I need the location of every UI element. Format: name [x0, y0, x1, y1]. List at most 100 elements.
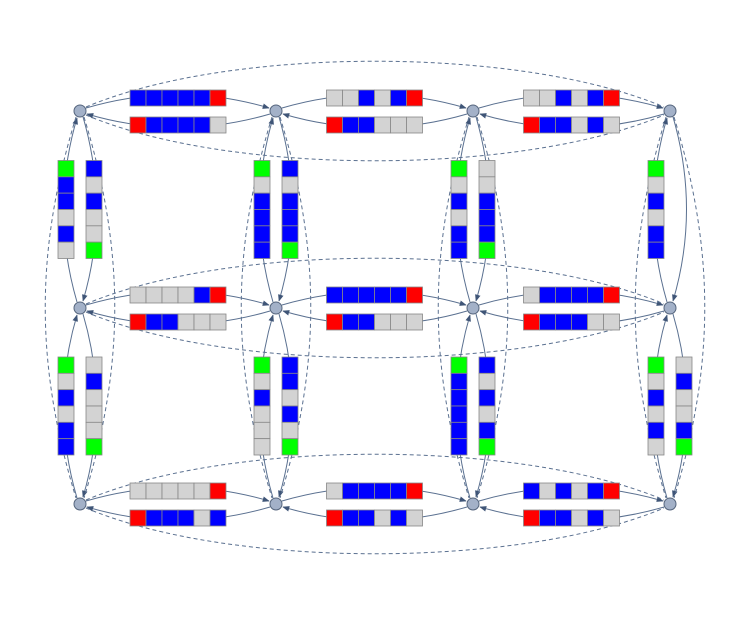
cell	[358, 482, 375, 500]
cell	[193, 89, 211, 107]
cell	[85, 421, 103, 440]
cell	[358, 116, 375, 134]
cell	[161, 116, 179, 134]
cell	[478, 225, 496, 243]
node	[269, 104, 283, 118]
cell	[129, 89, 147, 107]
cell	[253, 241, 271, 259]
cell	[177, 116, 195, 134]
cell	[57, 421, 75, 440]
wrap-edge	[85, 60, 665, 108]
cell	[647, 405, 665, 423]
cell	[57, 192, 75, 210]
cell	[406, 482, 423, 500]
cell	[571, 116, 588, 134]
cell	[358, 286, 375, 304]
cell	[539, 509, 556, 527]
node	[73, 104, 87, 118]
cell	[539, 313, 556, 331]
cell	[161, 286, 179, 304]
cell	[539, 286, 556, 304]
cell	[193, 509, 211, 527]
cell	[129, 313, 147, 331]
cell	[555, 509, 572, 527]
cell	[281, 192, 299, 210]
cell	[85, 241, 103, 259]
cell	[647, 176, 665, 194]
cell	[326, 482, 343, 500]
cell	[57, 225, 75, 243]
cell	[342, 313, 359, 331]
cell	[57, 209, 75, 227]
cell	[253, 356, 271, 374]
cell	[603, 286, 620, 304]
cell	[281, 372, 299, 391]
cell	[478, 192, 496, 210]
cell	[342, 482, 359, 500]
cell	[209, 482, 227, 500]
cell	[177, 509, 195, 527]
cell	[571, 482, 588, 500]
cell	[390, 509, 407, 527]
labels	[57, 89, 693, 527]
cell	[281, 405, 299, 423]
cell	[129, 286, 147, 304]
cell	[603, 509, 620, 527]
wrap-edge	[85, 114, 665, 162]
cell	[57, 438, 75, 456]
cell	[358, 313, 375, 331]
cell	[390, 89, 407, 107]
cell	[478, 372, 496, 391]
cell	[523, 116, 540, 134]
cell	[390, 313, 407, 331]
cell	[57, 241, 75, 259]
cell	[406, 89, 423, 107]
cell	[587, 482, 604, 500]
cell	[57, 356, 75, 374]
cell	[253, 209, 271, 227]
cell	[450, 241, 468, 259]
cell	[374, 509, 391, 527]
cell	[85, 225, 103, 243]
cell	[571, 313, 588, 331]
cell	[675, 421, 693, 440]
cell	[57, 372, 75, 391]
cell	[326, 286, 343, 304]
cell	[145, 286, 163, 304]
cell	[478, 356, 496, 374]
cell	[85, 356, 103, 374]
edge	[672, 116, 687, 302]
cell	[587, 509, 604, 527]
cell	[57, 405, 75, 423]
cell	[358, 509, 375, 527]
wrap-edge	[85, 507, 665, 555]
cell	[342, 286, 359, 304]
cell	[161, 509, 179, 527]
cell	[281, 225, 299, 243]
node	[663, 301, 677, 315]
cell	[450, 421, 468, 440]
cell	[406, 286, 423, 304]
cell	[450, 389, 468, 407]
cell	[603, 89, 620, 107]
cell	[161, 89, 179, 107]
cell	[145, 89, 163, 107]
node	[466, 497, 480, 511]
cell	[647, 225, 665, 243]
node	[466, 301, 480, 315]
cell	[281, 389, 299, 407]
node	[73, 497, 87, 511]
cell	[647, 421, 665, 440]
cell	[478, 176, 496, 194]
cell	[145, 482, 163, 500]
cell	[253, 160, 271, 178]
cell	[326, 313, 343, 331]
cell	[374, 286, 391, 304]
cell	[450, 372, 468, 391]
cell	[603, 482, 620, 500]
cell	[193, 116, 211, 134]
cell	[450, 160, 468, 178]
cell	[57, 160, 75, 178]
cell	[193, 313, 211, 331]
cell	[647, 372, 665, 391]
